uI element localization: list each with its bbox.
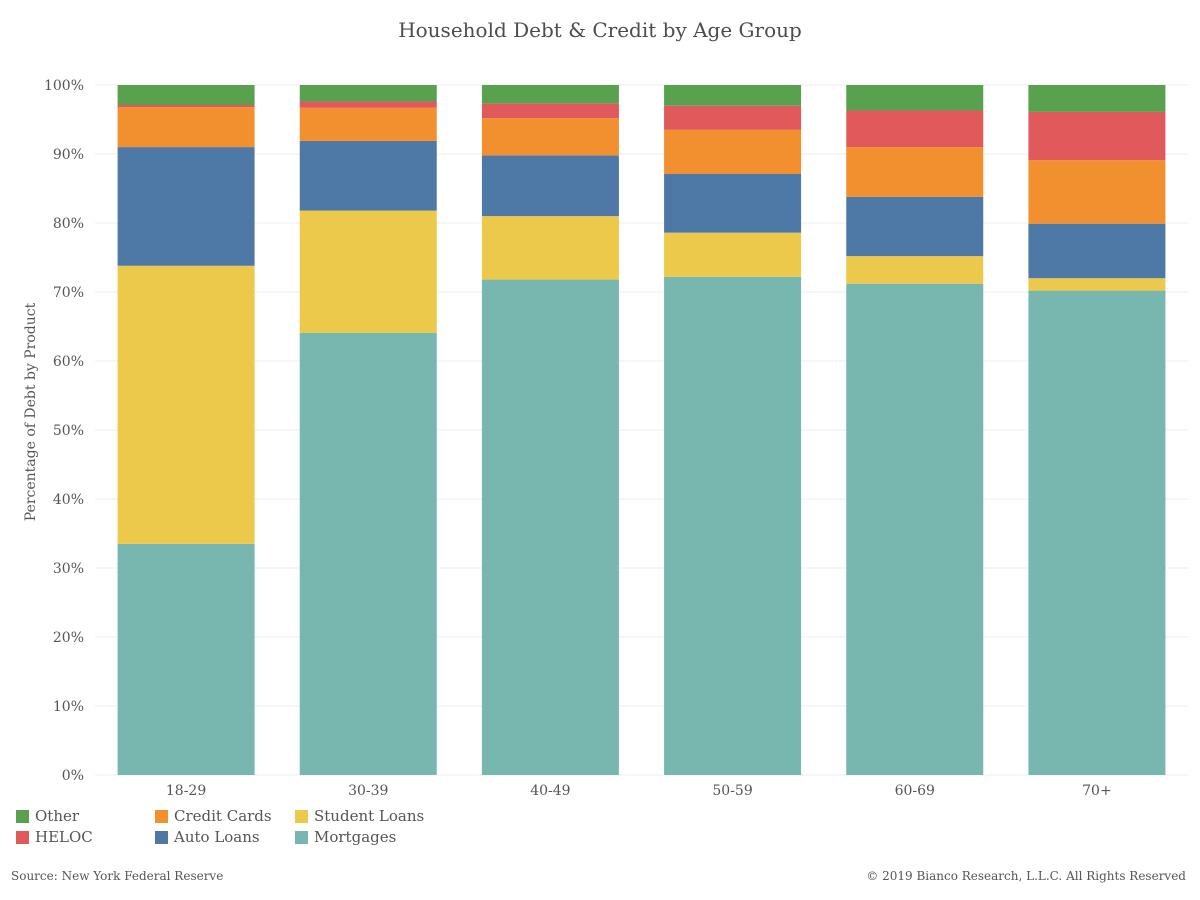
bar-segment-other-50-59[interactable] (664, 85, 802, 106)
legend-item-mortgages[interactable]: Mortgages (295, 828, 396, 846)
bar-segment-auto-loans-18-29[interactable] (117, 147, 255, 266)
bar-segment-credit-cards-40-49[interactable] (481, 118, 619, 156)
legend-swatch-other (16, 809, 29, 823)
bar-segment-mortgages-40-49[interactable] (481, 279, 619, 775)
y-tick-label: 40% (53, 492, 84, 508)
y-tick-label: 50% (53, 423, 84, 439)
legend-label-credit-cards: Credit Cards (174, 807, 272, 825)
bar-segment-credit-cards-50-59[interactable] (664, 129, 802, 175)
bar-segment-auto-loans-60-69[interactable] (846, 196, 984, 257)
stacked-bar-chart: 0% 10% 20% 30% 40% 50% 60% 70% 80% 90% 100% 18-29 3… (23, 78, 1188, 799)
y-axis-label: Percentage of Debt by Product (23, 302, 39, 521)
bar-segment-credit-cards-30-39[interactable] (299, 107, 437, 141)
legend-item-student-loans[interactable]: Student Loans (295, 807, 424, 825)
y-tick-label: 30% (53, 561, 84, 577)
bar-segment-other-70+[interactable] (1028, 85, 1166, 112)
bar-segment-heloc-60-69[interactable] (846, 110, 984, 148)
bar-segment-heloc-30-39[interactable] (299, 101, 437, 108)
source-note: Source: New York Federal Reserve (11, 869, 224, 883)
copyright-note: © 2019 Bianco Research, L.L.C. All Right… (866, 869, 1186, 883)
bar-segment-auto-loans-70+[interactable] (1028, 223, 1166, 279)
bar-segment-mortgages-30-39[interactable] (299, 332, 437, 775)
x-tick-label: 60-69 (895, 783, 935, 799)
legend-label-student-loans: Student Loans (314, 807, 425, 825)
bar-segment-student-loans-50-59[interactable] (664, 232, 802, 277)
bar-segment-mortgages-50-59[interactable] (664, 276, 802, 775)
bar-segment-auto-loans-30-39[interactable] (299, 140, 437, 211)
legend-label-heloc: HELOC (35, 828, 93, 846)
bar-segment-heloc-50-59[interactable] (664, 105, 802, 130)
x-tick-label: 40-49 (530, 783, 570, 799)
legend-item-auto-loans[interactable]: Auto Loans (155, 828, 260, 846)
x-tick-labels: 18-29 30-39 40-49 50-59 60-69 70+ (166, 783, 1112, 799)
y-tick-label: 20% (53, 630, 84, 646)
y-tick-label: 90% (53, 147, 84, 163)
legend-label-other: Other (35, 807, 80, 825)
grid-lines (95, 84, 1188, 776)
bar-segment-other-30-39[interactable] (299, 85, 437, 102)
y-tick-labels: 0% 10% 20% 30% 40% 50% 60% 70% 80% 90% 100% (44, 78, 84, 784)
bar-segment-other-18-29[interactable] (117, 85, 255, 106)
legend-label-auto-loans: Auto Loans (174, 828, 260, 846)
bar-segment-student-loans-70+[interactable] (1028, 278, 1166, 291)
y-tick-label: 80% (53, 216, 84, 232)
legend-swatch-auto-loans (155, 830, 168, 844)
legend-item-other[interactable]: Other (16, 807, 79, 825)
bar-segment-heloc-40-49[interactable] (481, 103, 619, 119)
legend-swatch-heloc (16, 830, 29, 844)
legend-label-mortgages: Mortgages (314, 828, 397, 846)
bar-segment-auto-loans-40-49[interactable] (481, 155, 619, 217)
bar-segment-student-loans-18-29[interactable] (117, 265, 255, 544)
chart-title: Household Debt & Credit by Age Group (398, 18, 802, 42)
x-tick-label: 18-29 (166, 783, 206, 799)
bar-segment-credit-cards-60-69[interactable] (846, 147, 984, 197)
bar-segment-heloc-70+[interactable] (1028, 111, 1166, 161)
x-tick-label: 70+ (1082, 783, 1112, 799)
bar-segment-mortgages-70+[interactable] (1028, 290, 1166, 775)
legend-item-credit-cards[interactable]: Credit Cards (155, 807, 272, 825)
legend-swatch-mortgages (295, 830, 308, 844)
legend-swatch-credit-cards (155, 809, 168, 823)
y-tick-label: 70% (53, 285, 84, 301)
y-tick-label: 60% (53, 354, 84, 370)
bars (117, 85, 1166, 775)
bar-segment-other-40-49[interactable] (481, 85, 619, 104)
y-tick-label: 0% (62, 768, 84, 784)
legend-swatch-student-loans (295, 809, 308, 823)
bar-segment-credit-cards-18-29[interactable] (117, 107, 255, 148)
bar-segment-student-loans-40-49[interactable] (481, 216, 619, 280)
bar-segment-mortgages-60-69[interactable] (846, 283, 984, 775)
bar-segment-student-loans-60-69[interactable] (846, 256, 984, 284)
bar-segment-mortgages-18-29[interactable] (117, 543, 255, 775)
bar-segment-student-loans-30-39[interactable] (299, 210, 437, 333)
bar-segment-auto-loans-50-59[interactable] (664, 174, 802, 233)
legend-item-heloc[interactable]: HELOC (16, 828, 93, 846)
y-tick-label: 100% (44, 78, 84, 94)
x-tick-label: 30-39 (348, 783, 388, 799)
y-tick-label: 10% (53, 699, 84, 715)
bar-segment-heloc-18-29[interactable] (117, 105, 255, 108)
bar-segment-other-60-69[interactable] (846, 85, 984, 111)
x-tick-label: 50-59 (712, 783, 752, 799)
bar-segment-credit-cards-70+[interactable] (1028, 160, 1166, 224)
